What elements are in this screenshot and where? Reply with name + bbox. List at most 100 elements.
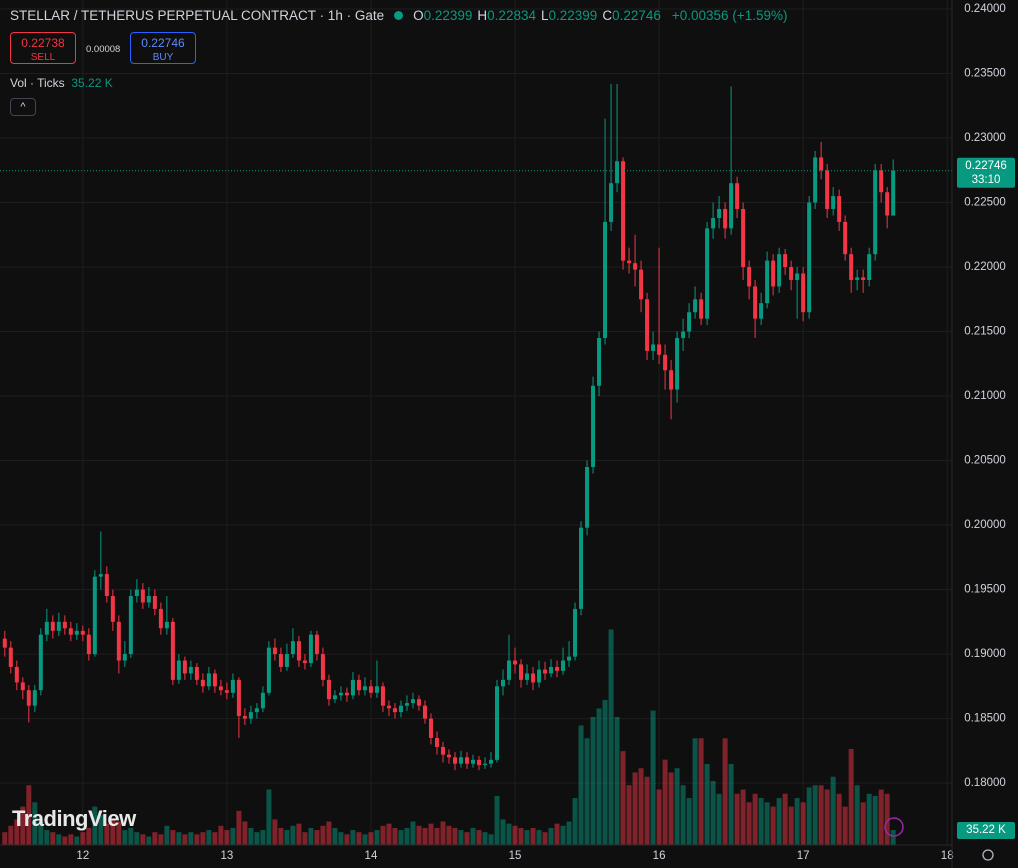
volume-bar [428,823,434,845]
candle-body [242,715,247,719]
candle-body [392,708,397,713]
candle-body [645,299,650,351]
candle-body [44,621,49,635]
volume-bar [176,832,182,845]
candle-body [26,690,31,706]
candle-body [495,686,500,760]
volume-bar [380,825,386,845]
volume-bar [332,827,338,845]
candle-body [176,660,181,680]
candle-body [464,757,469,764]
volume-tag [957,821,1015,839]
volume-bar [410,821,416,845]
y-tick-label: 0.22500 [964,197,1006,209]
volume-bar [506,823,512,845]
volume-bar [362,834,368,845]
volume-bar [68,834,74,845]
volume-bar [464,832,470,845]
candle-body [140,589,145,603]
volume-bar [512,825,518,845]
candle-body [753,286,758,319]
volume-bar [170,830,176,845]
candle-body [428,718,433,738]
candle-body [314,634,319,655]
candle-body [681,331,686,338]
candle-body [693,299,698,313]
volume-bar [38,819,44,845]
volume-bar [890,829,896,845]
sell-button[interactable]: 0.22738 SELL [10,32,76,64]
volume-bar [416,825,422,845]
candle-body [206,673,211,687]
symbol-title[interactable]: STELLAR / TETHERUS PERPETUAL CONTRACT · … [10,8,385,23]
volume-bar [716,793,722,845]
candle-body [212,673,217,687]
candle-body [657,344,662,355]
sell-price: 0.22738 [21,36,65,50]
volume-bar [638,768,644,845]
volume-bar [104,823,110,845]
candle-body [825,170,830,209]
logo: TradingView [12,806,136,832]
volume-bar [98,815,104,845]
candle-body [789,267,794,280]
volume-bar [80,832,86,845]
volume-bar [302,832,308,845]
y-tick-label: 0.21500 [964,326,1006,338]
ohlc: O0.22399 H0.22834 L0.22399 C0.22746 [413,8,666,23]
volume-bar [86,827,92,845]
candle-body [302,660,307,664]
volume-bar [836,793,842,845]
volume-bar [542,832,548,845]
buy-button[interactable]: 0.22746 BUY [130,32,196,64]
candle-body [663,354,668,371]
candle-body [597,338,602,386]
volume-bar [608,629,614,845]
volume-bar [548,827,554,845]
ohlc-key: H [477,8,488,23]
logo-text: TradingView [12,806,136,831]
collapse-button[interactable]: ^ [10,98,36,116]
candle-body [410,699,415,704]
volume-bar [356,832,362,845]
volume-bar [572,798,578,845]
candle-body [248,712,253,719]
candle-body [32,690,37,706]
volume-bar [746,802,752,845]
volume-bar [62,836,68,845]
candle-body [224,690,229,693]
candle-body [416,699,421,706]
volume-bar [680,785,686,845]
volume-bar [128,827,134,845]
volume-bar [116,821,122,845]
volume-bar [110,819,116,845]
ohlc-value: 0.22746 [612,8,661,23]
candle-body [452,757,457,764]
volume-bar [734,793,740,845]
candle-body [260,692,265,709]
volume-bar [698,738,704,845]
y-tick-label: 0.23000 [964,132,1006,144]
candle-body [62,621,67,629]
volume-bar [536,830,542,845]
candle-body [218,686,223,691]
candle-body [92,576,97,655]
candle-body [320,654,325,680]
y-tick-label: 0.22000 [964,261,1006,273]
candle-body [278,654,283,667]
y-tick-label: 0.19000 [964,648,1006,660]
volume-bar [248,827,254,845]
volume-bar [2,832,8,845]
volume-bar [134,832,140,845]
volume-bar [728,763,734,845]
y-tick-label: 0.18000 [964,777,1006,789]
candle-body [573,608,578,657]
candle-body [801,273,806,313]
candle-body [434,737,439,747]
volume-bar [500,819,506,845]
candle-body [338,692,343,696]
y-tick-label: 0.24000 [964,3,1006,15]
candle-body [519,664,524,680]
volume-bar [44,830,50,845]
